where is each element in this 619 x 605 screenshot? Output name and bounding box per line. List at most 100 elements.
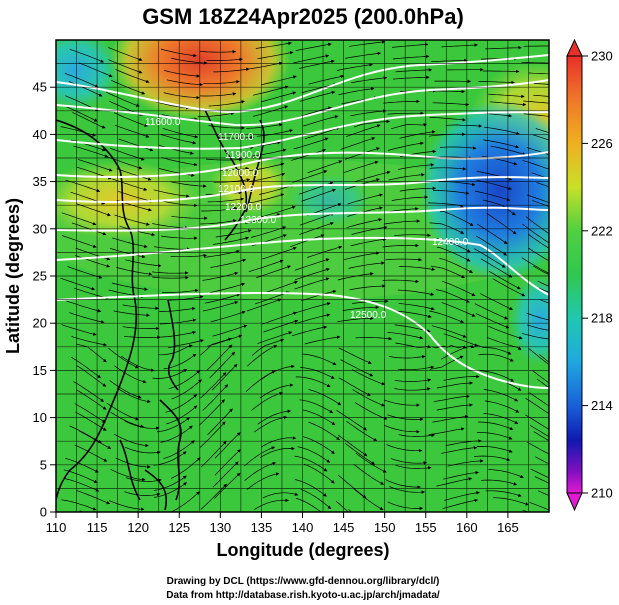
streamline <box>170 457 201 479</box>
streamline <box>349 40 386 47</box>
streamline <box>475 235 508 256</box>
streamline <box>206 57 243 62</box>
streamline <box>346 421 378 442</box>
streamline <box>347 193 383 205</box>
x-tick-label: 165 <box>497 520 519 535</box>
x-tick-label: 140 <box>292 520 314 535</box>
streamline <box>153 475 187 491</box>
streamline <box>399 186 437 192</box>
contour-label: 12200.0 <box>225 202 262 213</box>
y-tick-label: 45 <box>33 80 47 95</box>
streamline <box>480 479 518 486</box>
streamline <box>383 219 421 225</box>
streamline <box>164 70 201 78</box>
streamline <box>532 370 549 384</box>
streamline <box>157 344 193 356</box>
streamline <box>533 431 549 442</box>
streamline <box>525 398 549 415</box>
streamline <box>154 482 187 498</box>
streamline <box>488 325 523 340</box>
streamline <box>429 167 467 171</box>
y-tick-label: 30 <box>33 221 47 236</box>
streamline <box>108 347 139 369</box>
streamline <box>344 51 382 59</box>
contour-label: 11700.0 <box>218 132 254 143</box>
streamline <box>251 338 285 356</box>
streamline <box>441 280 476 297</box>
streamline <box>302 436 335 454</box>
streamline <box>160 134 197 145</box>
streamline <box>340 137 376 150</box>
streamline <box>118 190 154 203</box>
streamline <box>248 193 285 204</box>
streamline <box>486 212 517 235</box>
streamline <box>163 92 200 100</box>
streamline <box>335 500 349 512</box>
streamline <box>78 62 113 78</box>
streamline <box>199 92 237 97</box>
streamline <box>308 421 340 441</box>
streamline <box>352 389 386 407</box>
streamline <box>441 302 476 317</box>
streamline <box>397 289 435 296</box>
streamline <box>117 387 151 404</box>
streamline <box>200 440 227 468</box>
streamline <box>114 433 149 448</box>
streamline <box>116 267 153 276</box>
contour-label: 12300.0 <box>240 215 277 226</box>
streamline <box>391 42 429 48</box>
streamline <box>536 182 549 188</box>
streamline <box>521 332 549 340</box>
streamline <box>441 43 478 48</box>
streamline <box>528 348 549 366</box>
streamline <box>248 162 285 172</box>
streamline <box>299 90 336 102</box>
streamline <box>355 452 387 473</box>
cold-core <box>420 100 549 280</box>
streamline <box>166 79 204 87</box>
streamline <box>337 474 367 499</box>
streamline <box>262 492 299 499</box>
streamline <box>260 205 296 218</box>
streamline <box>74 444 108 462</box>
streamline <box>532 200 549 208</box>
streamline <box>523 113 549 117</box>
streamline <box>289 234 325 248</box>
streamline <box>72 112 106 129</box>
streamline <box>525 216 549 235</box>
streamline <box>351 225 388 235</box>
streamline <box>342 305 380 311</box>
streamline <box>431 325 467 338</box>
streamline <box>445 124 483 128</box>
streamline <box>112 237 148 249</box>
streamline <box>483 413 519 424</box>
streamline <box>263 280 298 294</box>
streamline <box>526 441 549 455</box>
streamline <box>397 365 435 371</box>
streamline <box>538 287 549 293</box>
streamline <box>203 80 240 85</box>
streamline <box>254 415 288 433</box>
y-tick-label: 25 <box>33 269 47 284</box>
streamline <box>61 324 97 336</box>
contour-label: 11600.0 <box>145 117 181 128</box>
streamline <box>525 414 549 430</box>
streamline <box>199 421 226 448</box>
colorbar-min-arrow <box>566 492 583 512</box>
contour-label: 12500.0 <box>350 310 387 321</box>
streamline <box>60 126 96 137</box>
streamline <box>430 265 466 279</box>
streamline <box>251 391 283 411</box>
cool-patch-northwest <box>56 40 120 110</box>
colorbar-tick-label: 230 <box>591 49 613 64</box>
streamline <box>429 222 465 234</box>
colorbar-tick-label: 214 <box>591 398 613 413</box>
streamline <box>259 383 294 399</box>
streamline <box>382 279 420 284</box>
streamline <box>154 246 191 251</box>
grid <box>56 40 549 512</box>
streamline <box>245 370 276 392</box>
height-contours <box>56 54 549 389</box>
streamline <box>214 449 241 476</box>
streamline <box>528 72 549 75</box>
